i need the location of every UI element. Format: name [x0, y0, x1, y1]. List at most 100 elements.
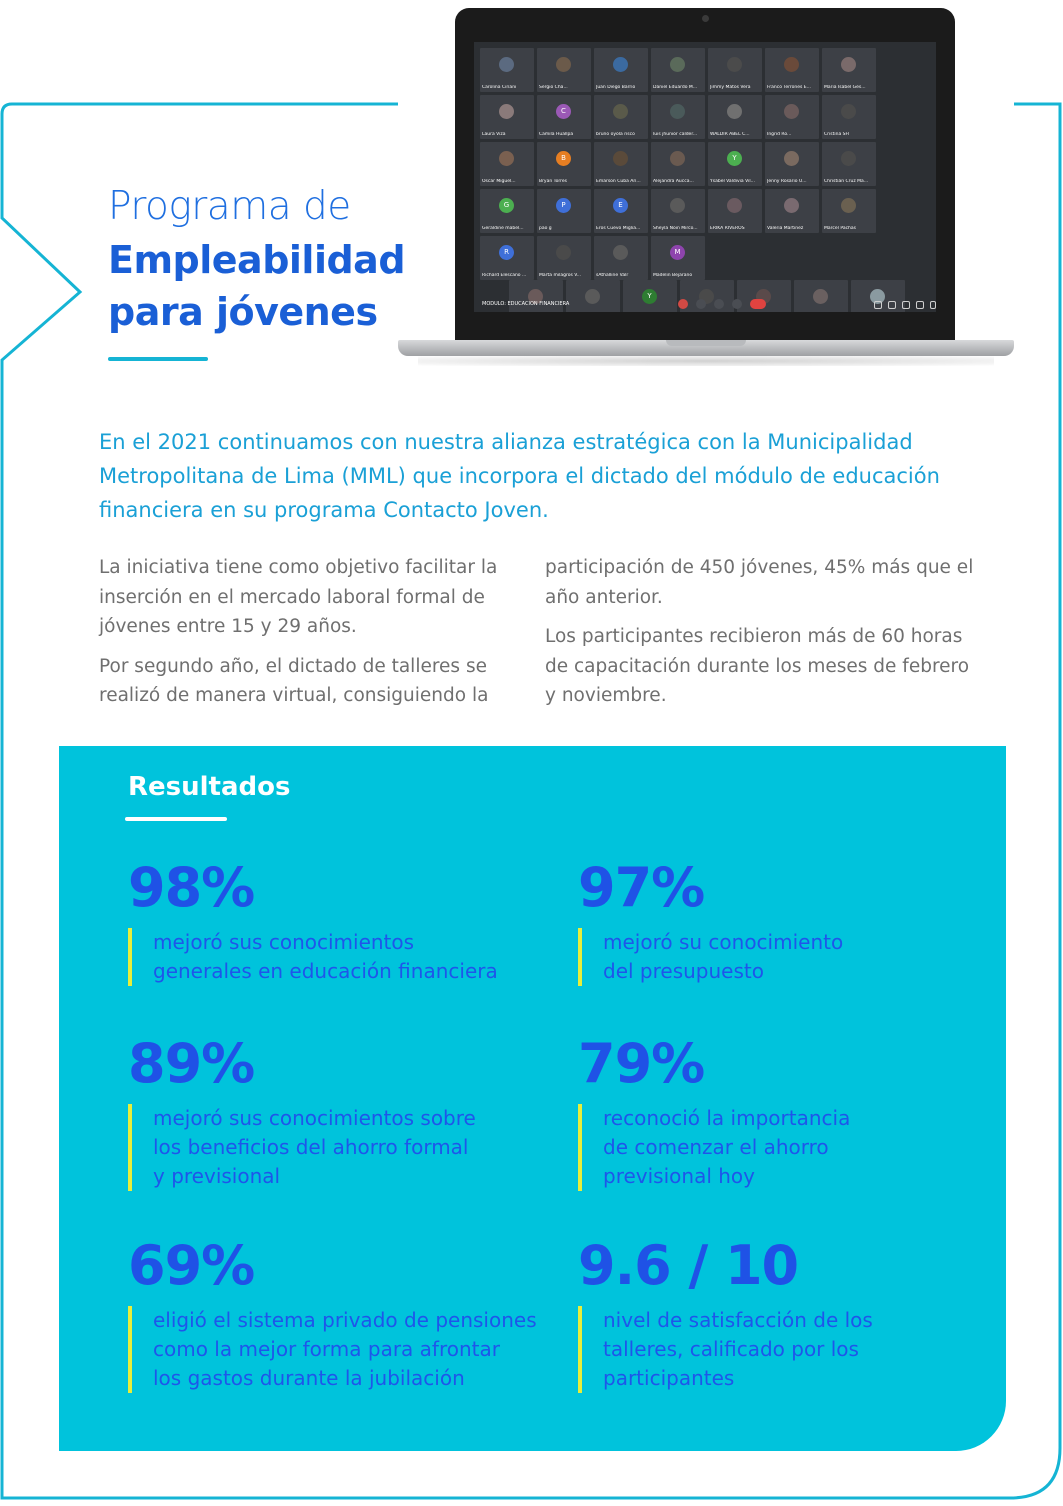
module-label: MODULO: EDUCACION FINANCIERA	[482, 301, 570, 307]
results-panel: Resultados 98% mejoró sus conocimientos …	[59, 746, 1006, 1451]
participant-avatar	[556, 245, 571, 260]
participant-tile: bruno oyola risco	[594, 95, 648, 139]
participant-name: Jenny Rosario U...	[767, 179, 807, 184]
activities-icon	[916, 301, 924, 309]
participant-name: Jimmy Matos Vera	[710, 85, 751, 90]
participant-name: Maria Isabel Ges...	[824, 85, 866, 90]
participant-avatar	[784, 151, 799, 166]
participant-name: Christian Cruz Ma...	[824, 179, 869, 184]
title-line-1: Programa de	[108, 184, 351, 229]
participant-name: WALDIR ABEL C...	[710, 132, 750, 137]
body-column-right: participación de 450 jóvenes, 45% más qu…	[545, 553, 975, 721]
title-underline	[108, 357, 208, 361]
participant-tile: Christian Cruz Ma...	[822, 142, 876, 186]
participant-avatar	[613, 57, 628, 72]
participant-name: Sheyla Noin Mirco...	[653, 226, 698, 231]
participant-avatar: Y	[642, 289, 657, 304]
participant-name: Marta milagros V...	[539, 273, 582, 278]
participant-tile: Y Ysabel Valdivia Vil...	[708, 142, 762, 186]
participant-avatar	[528, 289, 543, 304]
participant-tile: Alejandra Aucca...	[651, 142, 705, 186]
participant-tile: WALDIR ABEL C...	[708, 95, 762, 139]
more-options-icon	[732, 299, 742, 309]
participant-tile: G Geraldine mabel...	[480, 189, 534, 233]
stat-description: mejoró su conocimiento del presupuesto	[578, 928, 998, 986]
stat-description: mejoró sus conocimientos sobre los benef…	[128, 1104, 548, 1191]
stat-value: 98%	[128, 856, 255, 919]
participant-tile: Marcel Pachas	[822, 189, 876, 233]
participant-tile: Valeria Martinez	[765, 189, 819, 233]
participant-name: Geraldine mabel...	[482, 226, 524, 231]
participant-tile: E Eros Cuevo Miglia...	[594, 189, 648, 233]
participant-tile: Juan Diego Barrio	[594, 48, 648, 92]
stat-value: 97%	[578, 856, 705, 919]
title-line-3: para jóvenes	[108, 290, 378, 334]
participant-name: luis jhunior calder...	[653, 132, 698, 137]
participant-tile: luis jhunior calder...	[651, 95, 705, 139]
stat-value: 79%	[578, 1032, 705, 1095]
participant-avatar: Y	[727, 151, 742, 166]
participant-tile: Jimmy Matos Vera	[708, 48, 762, 92]
participant-tile: Janina Gutierrez	[509, 280, 563, 312]
participant-tile: YYuliza Carrasco S...	[623, 280, 677, 312]
participant-name: Bryan Torres	[539, 179, 568, 184]
participant-avatar	[813, 289, 828, 304]
participant-name: Marcel Pachas	[824, 226, 857, 231]
participant-name: Valeria Martinez	[767, 226, 804, 231]
participant-name: Oscar Miguel...	[482, 179, 516, 184]
participant-name: Alejandra Aucca...	[653, 179, 694, 184]
title-line-2: Empleabilidad	[108, 238, 406, 282]
mic-off-icon	[678, 299, 688, 309]
participant-name: Richard Elescano ...	[482, 273, 527, 278]
participant-avatar	[841, 198, 856, 213]
participant-tile: Cristina SH	[822, 95, 876, 139]
participant-tile	[851, 280, 905, 312]
stat-block: 69% eligió el sistema privado de pension…	[128, 1236, 548, 1393]
participant-avatar: R	[499, 245, 514, 260]
stat-block: 98% mejoró sus conocimientos generales e…	[128, 858, 548, 986]
stat-block: 97% mejoró su conocimiento del presupues…	[578, 858, 998, 986]
participant-avatar: B	[556, 151, 571, 166]
stat-description: eligió el sistema privado de pensiones c…	[128, 1306, 548, 1393]
participant-avatar	[670, 151, 685, 166]
laptop-notch	[666, 340, 746, 346]
participant-tile: Franco Terrones E...	[765, 48, 819, 92]
participant-tile: Sheyla Noin Mirco...	[651, 189, 705, 233]
body-paragraph: Los participantes recibieron más de 60 h…	[545, 626, 970, 706]
body-column-left: La iniciativa tiene como objetivo facili…	[99, 553, 529, 721]
participant-name: pao g	[539, 226, 552, 231]
participant-avatar	[670, 198, 685, 213]
video-call-screen: Carolina Ciriani Sergio Cha... Juan Diego …	[474, 42, 936, 312]
participant-avatar	[585, 289, 600, 304]
participant-name: Camila Huallpa	[539, 132, 574, 137]
stat-description: mejoró sus conocimientos generales en ed…	[128, 928, 548, 986]
participant-avatar	[841, 151, 856, 166]
participant-name: Ysabel Valdivia Vil...	[710, 179, 755, 184]
participant-avatar	[499, 104, 514, 119]
participant-tile: Carolina Ciriani	[480, 48, 534, 92]
stat-description: reconoció la importancia de comenzar el …	[578, 1104, 998, 1191]
participant-avatar	[613, 245, 628, 260]
participant-avatar: G	[499, 198, 514, 213]
stat-value: 89%	[128, 1032, 255, 1095]
body-paragraph: La iniciativa tiene como objetivo facili…	[99, 557, 498, 637]
participant-avatar	[784, 104, 799, 119]
participant-tile: Alessandra B. Sala...	[566, 280, 620, 312]
participant-tile: Emarson Cuba Ari...	[594, 142, 648, 186]
participant-name: Ingrid Ro...	[767, 132, 792, 137]
participant-avatar	[613, 151, 628, 166]
participant-name: Eros Cuevo Miglia...	[596, 226, 641, 231]
participant-name: Sergio Cha...	[539, 85, 568, 90]
participant-avatar	[613, 104, 628, 119]
participant-avatar	[727, 104, 742, 119]
participant-avatar	[499, 151, 514, 166]
hang-up-icon	[750, 299, 766, 309]
participant-tile: Ingrid Ro...	[765, 95, 819, 139]
participant-tile: Frank Mori Cos...	[794, 280, 848, 312]
laptop-shadow	[418, 356, 994, 366]
participant-avatar: E	[613, 198, 628, 213]
call-toolbar: MODULO: EDUCACION FINANCIERA	[474, 288, 936, 312]
participant-name: Franco Terrones E...	[767, 85, 811, 90]
